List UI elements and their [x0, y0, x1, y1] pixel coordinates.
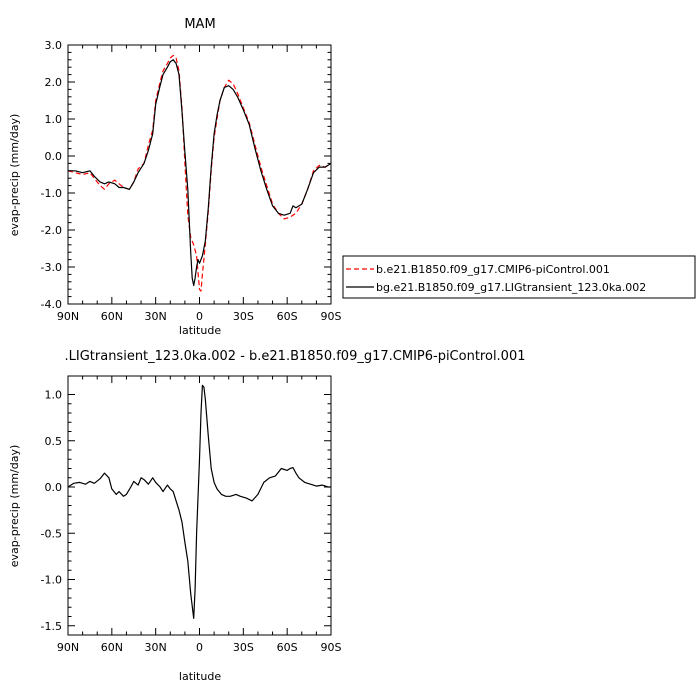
top-y-tick-label: -1.0: [41, 187, 62, 200]
top-y-tick-label: 2.0: [45, 76, 63, 89]
legend-box: [342, 255, 696, 299]
legend-label-control: b.e21.B1850.f09_g17.CMIP6-piControl.001: [376, 263, 610, 276]
bottom-chart-title: .LIGtransient_123.0ka.002 - b.e21.B1850.…: [65, 349, 526, 364]
top-series-line-1: [68, 59, 332, 287]
bottom-plot-frame: [67, 375, 332, 636]
bottom-y-tick-label: 1.0: [45, 389, 63, 402]
top-plot-area: [67, 54, 332, 292]
legend-label-transient: bg.e21.B1850.f09_g17.LIGtransient_123.0k…: [376, 281, 646, 294]
bottom-y-tick-label: -1.0: [41, 574, 62, 587]
top-chart-title: MAM: [184, 17, 215, 32]
bottom-x-tick-label: 60S: [277, 641, 298, 654]
top-y-tick-label: -4.0: [41, 298, 62, 311]
bottom-x-tick-label: 60N: [101, 641, 123, 654]
top-series-line-0: [67, 54, 332, 292]
bottom-y-tick-label: -1.5: [41, 620, 62, 633]
top-y-tick-label: 3.0: [45, 39, 63, 52]
top-x-tick-label: 60S: [277, 310, 298, 323]
top-x-axis-label: latitude: [179, 324, 221, 337]
bottom-x-tick-label: 90N: [57, 641, 79, 654]
top-plot-frame: [67, 44, 332, 305]
bottom-y-axis-label: evap-precip (mm/day): [8, 445, 21, 568]
top-y-tick-label: -2.0: [41, 224, 62, 237]
bottom-axis-ticks: 90N 60N 30N 0 30S 60S 90S -1.5 -1.0 -0.5 0.0 0.5 1.0: [41, 376, 342, 654]
top-y-tick-label: 0.0: [45, 150, 63, 163]
bottom-x-tick-label: 30N: [145, 641, 167, 654]
bottom-x-tick-label: 30S: [233, 641, 254, 654]
top-x-tick-label: 0: [196, 310, 203, 323]
bottom-y-tick-label: 0.5: [45, 435, 63, 448]
top-x-tick-label: 90S: [321, 310, 342, 323]
bottom-plot-area: [67, 384, 331, 620]
top-y-tick-label: 1.0: [45, 113, 63, 126]
top-x-tick-label: 90N: [57, 310, 79, 323]
bottom-x-axis-label: latitude: [179, 670, 221, 683]
top-x-tick-label: 30S: [233, 310, 254, 323]
bottom-y-tick-label: 0.0: [45, 481, 63, 494]
top-y-tick-label: -3.0: [41, 261, 62, 274]
legend: b.e21.B1850.f09_g17.CMIP6-piControl.001 …: [342, 255, 696, 299]
top-y-axis-label: evap-precip (mm/day): [8, 114, 21, 237]
top-x-tick-label: 60N: [101, 310, 123, 323]
bottom-x-tick-label: 0: [196, 641, 203, 654]
bottom-series-line-0: [67, 384, 331, 620]
bottom-y-tick-label: -0.5: [41, 527, 62, 540]
bottom-x-tick-label: 90S: [321, 641, 342, 654]
top-x-tick-label: 30N: [145, 310, 167, 323]
top-axis-ticks: 90N 60N 30N 0 30S 60S 90S -4.0 -3.0 -2.0 -1.0 0.0 1.…: [41, 39, 342, 323]
